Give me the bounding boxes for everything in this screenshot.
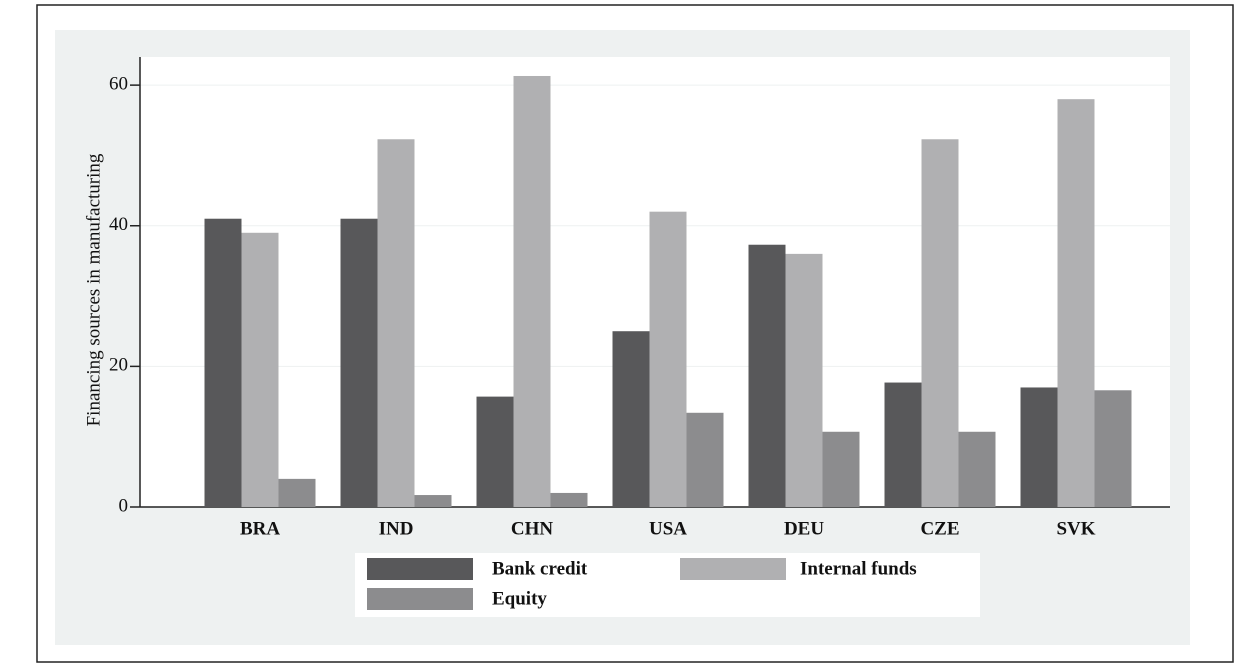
legend-label: Equity <box>492 588 547 609</box>
bar <box>958 431 996 507</box>
bar <box>785 253 823 507</box>
bar <box>204 218 242 507</box>
y-tick-label: 0 <box>119 495 129 516</box>
y-axis-label: Financing sources in manufacturing <box>83 153 104 426</box>
legend-swatch <box>680 558 786 580</box>
x-tick-label: IND <box>379 518 414 539</box>
bar <box>414 495 452 507</box>
x-tick-label: SVK <box>1056 518 1095 539</box>
bar <box>921 139 959 507</box>
bar <box>612 331 650 507</box>
bar <box>476 396 514 507</box>
bar <box>241 232 279 507</box>
bar <box>278 478 316 507</box>
x-tick-label: BRA <box>240 518 280 539</box>
legend-label: Bank credit <box>492 558 588 579</box>
bar <box>686 412 724 507</box>
bar <box>822 431 860 507</box>
bar <box>649 211 687 507</box>
y-tick-label: 40 <box>109 214 128 235</box>
legend-swatch <box>367 588 473 610</box>
bar <box>1094 390 1132 507</box>
bar <box>748 244 786 507</box>
legend-swatch <box>367 558 473 580</box>
bar <box>513 75 551 507</box>
bar <box>550 492 588 507</box>
y-tick-label: 20 <box>109 355 128 376</box>
bar <box>1057 99 1095 507</box>
x-tick-label: DEU <box>784 518 824 539</box>
bar <box>340 218 378 507</box>
y-tick-label: 60 <box>109 73 128 94</box>
x-tick-label: CHN <box>511 518 554 539</box>
legend-label: Internal funds <box>800 558 917 579</box>
bar <box>884 382 922 507</box>
x-tick-label: CZE <box>920 518 959 539</box>
bar <box>1020 387 1058 507</box>
bar <box>377 139 415 507</box>
x-tick-label: USA <box>649 518 687 539</box>
